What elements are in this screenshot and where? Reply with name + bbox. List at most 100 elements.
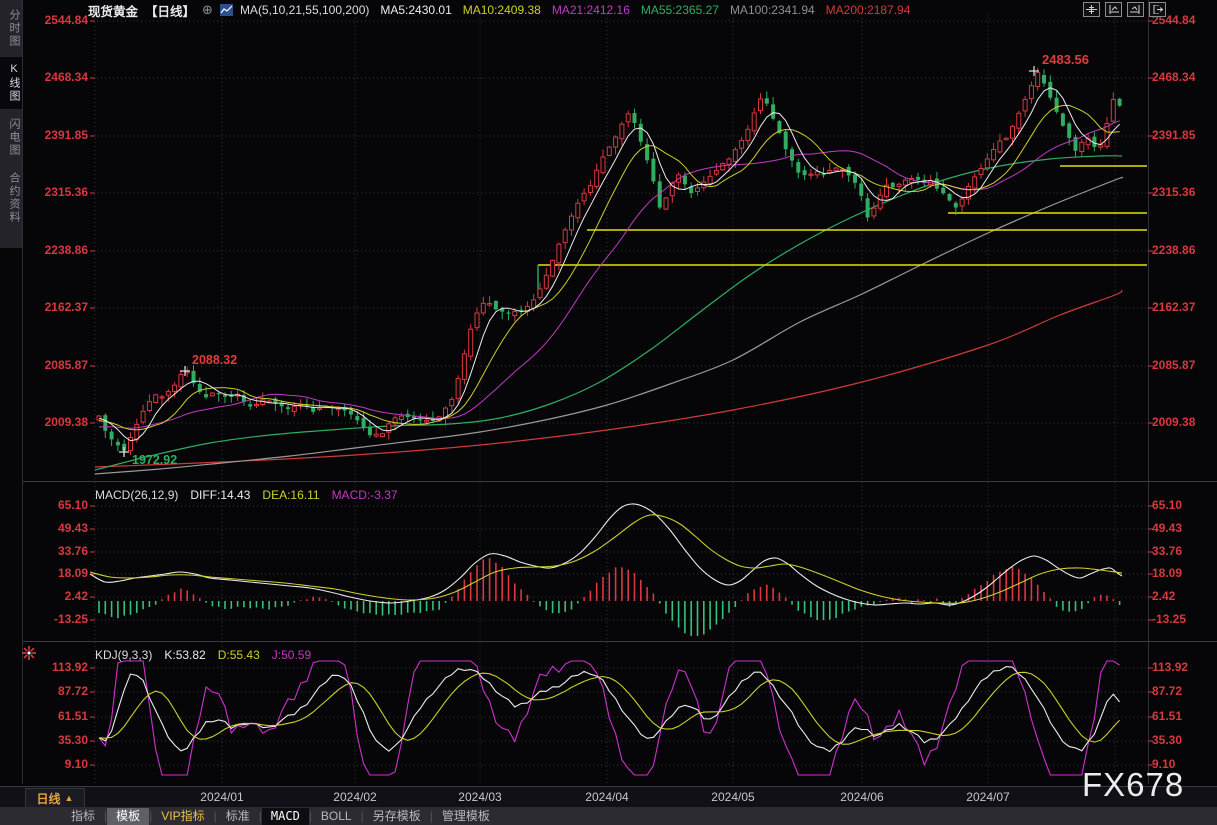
ma-legend-item: MA55:2365.27	[640, 3, 719, 17]
toolbar-separator: |	[213, 809, 217, 823]
toolbar-separator: |	[360, 809, 364, 823]
toolbar-item-VIP指标[interactable]: VIP指标	[161, 808, 205, 823]
date-label: 2024/01	[200, 790, 244, 804]
main-axis-label-left: 2238.86	[44, 243, 88, 257]
kdj-axis-label-left: 61.51	[57, 709, 88, 723]
toolbar-separator: |	[149, 809, 153, 823]
macd-axis-label-right: 18.09	[1152, 566, 1183, 580]
macd-header-item: MACD:-3.37	[331, 488, 398, 502]
ma-legend-item: MA(5,10,21,55,100,200)	[239, 3, 370, 17]
ma-legend-item: MA10:2409.38	[462, 3, 541, 17]
main-axis-label-right: 2468.34	[1152, 70, 1196, 84]
toolbar-separator: |	[429, 809, 433, 823]
kdj-header-item: J:50.59	[271, 648, 312, 662]
toolbar-separator: |	[308, 809, 312, 823]
date-label: 2024/03	[458, 790, 502, 804]
period-dropdown-arrow: ▲	[64, 793, 74, 803]
macd-axis-label-left: 65.10	[57, 498, 88, 512]
sidebar-tab-0[interactable]: 分时图	[8, 9, 20, 48]
main-axis-label-left: 2009.38	[44, 415, 88, 429]
kdj-axis-label-right: 35.30	[1152, 733, 1183, 747]
toolbar-separator: |	[258, 809, 262, 823]
kdj-axis-label-left: 87.72	[57, 684, 88, 698]
main-axis-label-left: 2085.87	[44, 358, 88, 372]
symbol-title: 现货黄金	[88, 4, 139, 19]
toolbar-item-另存模板[interactable]: 另存模板	[372, 808, 421, 823]
macd-header-item: DEA:16.11	[262, 488, 320, 502]
date-label: 2024/02	[333, 790, 377, 804]
macd-axis-label-right: 2.42	[1152, 589, 1176, 603]
sidebar-tab-2[interactable]: 闪电图	[8, 118, 20, 157]
macd-axis-label-left: 18.09	[57, 566, 88, 580]
kdj-axis-label-left: 35.30	[57, 733, 88, 747]
period-selector[interactable]: 日线 ▲	[25, 788, 85, 808]
axis-right-icon[interactable]	[1127, 2, 1144, 17]
kdj-header: KDJ(9,3,3) K:53.82 D:55.43 J:50.59	[95, 648, 311, 662]
ma-settings-icon[interactable]	[219, 4, 233, 16]
axis-left-icon[interactable]	[1105, 2, 1122, 17]
kdj-header-item: K:53.82	[164, 648, 206, 662]
main-axis-label-right: 2009.38	[1152, 415, 1196, 429]
date-label: 2024/04	[585, 790, 629, 804]
macd-header-item: DIFF:14.43	[190, 488, 251, 502]
main-axis-label-right: 2085.87	[1152, 358, 1196, 372]
macd-axis-label-left: 2.42	[64, 589, 88, 603]
chart-tools	[1083, 2, 1166, 17]
toolbar-item-标准[interactable]: 标准	[225, 808, 250, 823]
ma-legend-item: MA5:2430.01	[380, 3, 452, 17]
macd-axis-label-right: 65.10	[1152, 498, 1183, 512]
kdj-axis-label-right: 9.10	[1152, 757, 1176, 771]
macd-axis-label-left: 33.76	[57, 544, 88, 558]
bottom-toolbar: 指标 | 模板 | VIP指标 | 标准 | MACD | BOLL | 另存模板 | 管理模板	[0, 807, 1217, 825]
alert-starburst-icon	[30, 654, 35, 659]
period-title: 【日线】	[145, 4, 196, 19]
macd-axis-label-right: 49.43	[1152, 521, 1183, 535]
watermark: FX678	[1082, 766, 1185, 803]
main-axis-label-left: 2391.85	[44, 128, 88, 142]
main-axis-label-left: 2162.37	[44, 300, 88, 314]
sidebar-tab-3[interactable]: 合约资料	[8, 172, 20, 224]
kdj-axis-label-right: 61.51	[1152, 709, 1183, 723]
svg-text:2088.32: 2088.32	[192, 353, 237, 367]
main-axis-label-left: 2468.34	[44, 70, 88, 84]
ma-legend: MA(5,10,21,55,100,200) MA5:2430.01 MA10:24…	[240, 3, 910, 17]
main-axis-label-left: 2544.84	[44, 13, 88, 27]
kdj-axis-label-left: 9.10	[64, 757, 88, 771]
toolbar-item-模板[interactable]: 模板	[107, 807, 150, 825]
svg-text:1972.92: 1972.92	[132, 453, 177, 467]
macd-axis-label-left: -13.25	[53, 612, 88, 626]
svg-text:2483.56: 2483.56	[1042, 52, 1089, 67]
kdj-axis-label-right: 87.72	[1152, 684, 1183, 698]
date-axis-row: 日线 ▲ 2024/01 2024/02 2024/03 2024/04 2024/05…	[0, 786, 1217, 808]
main-axis-label-right: 2162.37	[1152, 300, 1196, 314]
kdj-header-item: KDJ(9,3,3)	[95, 648, 153, 662]
alert-starburst-icon	[23, 654, 28, 659]
date-label: 2024/05	[711, 790, 755, 804]
period-label: 日线	[36, 791, 61, 806]
main-axis-label-left: 2315.36	[44, 185, 88, 199]
date-label: 2024/06	[840, 790, 884, 804]
ma-legend-item: MA100:2341.94	[729, 3, 815, 17]
alert-starburst-icon	[23, 647, 28, 652]
macd-header: MACD(26,12,9) DIFF:14.43 DEA:16.11 MACD:-3.…	[95, 488, 398, 502]
add-indicator-icon[interactable]: ⊕	[202, 2, 213, 17]
macd-axis-label-right: -13.25	[1152, 612, 1187, 626]
alert-starburst-icon	[30, 647, 35, 652]
crosshair-icon[interactable]	[1083, 2, 1100, 17]
toolbar-item-指标[interactable]: 指标	[71, 808, 96, 823]
toolbar-item-MACD[interactable]: MACD	[261, 807, 309, 825]
date-label: 2024/07	[966, 790, 1010, 804]
sidebar-tab-1[interactable]: K线图	[0, 57, 22, 109]
macd-axis-label-left: 49.43	[57, 521, 88, 535]
ma-legend-item: MA200:2187.94	[825, 3, 911, 17]
toolbar-item-管理模板[interactable]: 管理模板	[441, 808, 490, 823]
exit-chart-icon[interactable]	[1149, 2, 1166, 17]
macd-axis-label-right: 33.76	[1152, 544, 1183, 558]
left-sidebar: 分时图 K线图闪电图合约资料	[0, 0, 22, 248]
macd-header-item: MACD(26,12,9)	[95, 488, 179, 502]
topbar: 现货黄金 【日线】 ⊕ MA(5,10,21,55,100,200) MA5:243…	[88, 2, 910, 19]
ma-legend-item: MA21:2412.16	[551, 3, 630, 17]
toolbar-item-BOLL[interactable]: BOLL	[320, 808, 352, 823]
